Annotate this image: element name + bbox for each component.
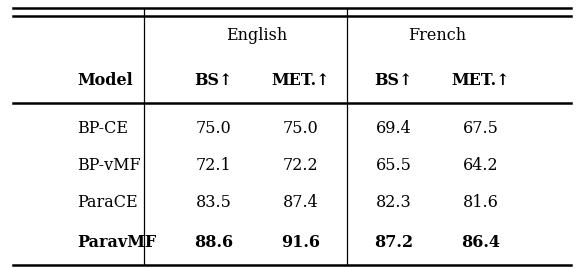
Text: English: English (227, 27, 288, 44)
Text: BS↑: BS↑ (194, 72, 232, 90)
Text: 67.5: 67.5 (463, 120, 499, 137)
Text: MET.↑: MET.↑ (451, 72, 510, 90)
Text: 88.6: 88.6 (194, 234, 233, 251)
Text: 82.3: 82.3 (376, 195, 412, 211)
Text: 72.1: 72.1 (196, 157, 231, 174)
Text: 83.5: 83.5 (196, 195, 231, 211)
Text: French: French (408, 27, 467, 44)
Text: 75.0: 75.0 (283, 120, 319, 137)
Text: Model: Model (77, 72, 133, 90)
Text: 91.6: 91.6 (281, 234, 320, 251)
Text: 87.2: 87.2 (374, 234, 413, 251)
Text: 64.2: 64.2 (463, 157, 499, 174)
Text: 75.0: 75.0 (196, 120, 231, 137)
Text: 87.4: 87.4 (283, 195, 319, 211)
Text: BP-CE: BP-CE (77, 120, 128, 137)
Text: ParaCE: ParaCE (77, 195, 138, 211)
Text: 65.5: 65.5 (376, 157, 412, 174)
Text: 81.6: 81.6 (463, 195, 499, 211)
Text: MET.↑: MET.↑ (272, 72, 330, 90)
Text: BP-vMF: BP-vMF (77, 157, 141, 174)
Text: 86.4: 86.4 (461, 234, 500, 251)
Text: BS↑: BS↑ (374, 72, 413, 90)
Text: ParavMF: ParavMF (77, 234, 156, 251)
Text: 69.4: 69.4 (376, 120, 412, 137)
Text: 72.2: 72.2 (283, 157, 318, 174)
